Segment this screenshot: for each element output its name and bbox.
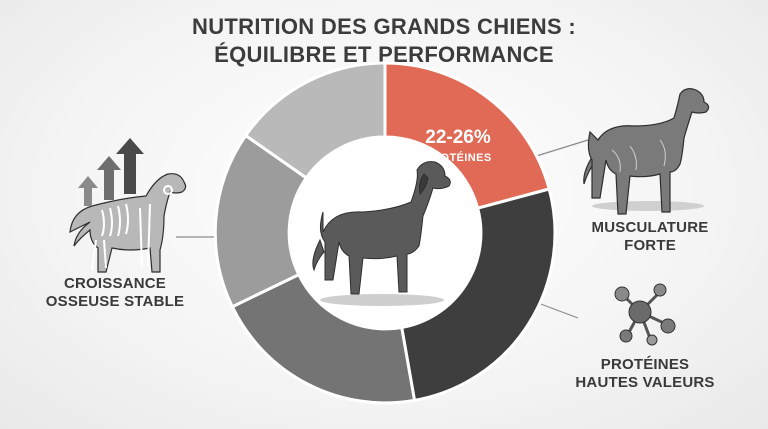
label-strong-muscles: MUSCULATURE FORTE (575, 219, 725, 255)
label-strong-muscles-line-1: MUSCULATURE (591, 219, 709, 236)
skeleton-dog-icon (69, 173, 187, 273)
protein-segment-label: PROTÉINES (424, 152, 492, 164)
muscular-dog-icon (583, 88, 710, 215)
molecule-icon (614, 283, 676, 346)
title-line-1: NUTRITION DES GRANDS CHIENS : (192, 14, 576, 39)
connector-muscle (529, 139, 589, 159)
segment-dark (399, 187, 557, 403)
label-bone-growth-line-2: OSSEUSE STABLE (45, 293, 185, 310)
growth-arrows-icon (78, 138, 144, 206)
standing-dog-icon (312, 161, 451, 306)
label-high-value-protein-line-1: PROTÉINES (600, 356, 690, 373)
segment-proteins (383, 61, 552, 211)
segment-mid (230, 272, 417, 405)
label-bone-growth: CROISSANCE OSSEUSE STABLE (30, 275, 200, 311)
label-high-value-protein-line-2: HAUTES VALEURS (575, 374, 715, 391)
label-bone-growth-line-1: CROISSANCE (63, 275, 166, 292)
protein-percentage: 22-26% (425, 127, 491, 148)
segment-lighter (243, 61, 387, 180)
label-strong-muscles-line-2: FORTE (624, 237, 676, 254)
label-high-value-protein: PROTÉINES HAUTES VALEURS (560, 356, 730, 392)
